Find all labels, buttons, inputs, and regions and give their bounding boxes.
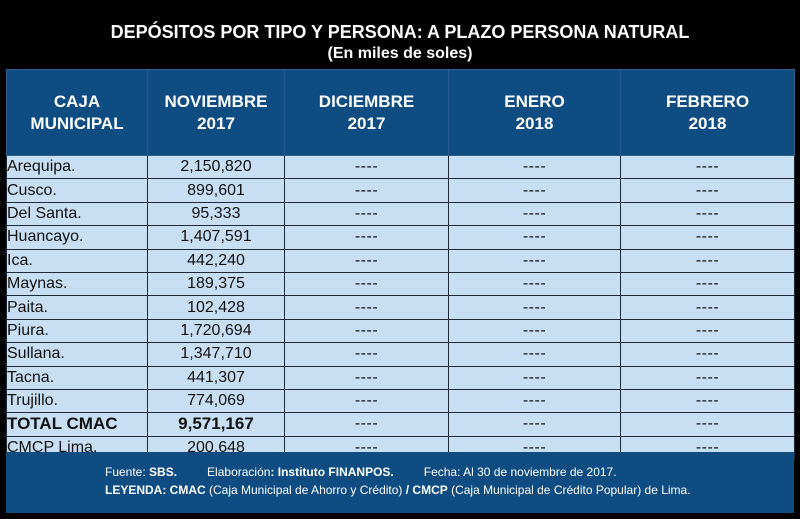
noviembre-value-cell: 442,240: [147, 248, 285, 273]
header-row: CAJA MUNICIPAL NOVIEMBRE 2017 DICIEMBRE 201…: [6, 69, 795, 156]
febrero-value-cell: ----: [620, 271, 795, 297]
enero-value-cell: ----: [448, 388, 621, 414]
deposits-table: CAJA MUNICIPAL NOVIEMBRE 2017 DICIEMBRE 201…: [6, 69, 795, 461]
caja-name-cell: Del Santa.: [6, 201, 148, 227]
enero-value-cell: ----: [448, 295, 621, 320]
title-block: DEPÓSITOS POR TIPO Y PERSONA: A PLAZO PE…: [0, 0, 800, 69]
diciembre-value-cell: ----: [284, 154, 449, 180]
caja-name-cell: Paita.: [6, 295, 148, 320]
footer-source-line: Fuente: SBS. Elaboración: Instituto FINAN…: [105, 464, 617, 481]
enero-value-cell: ----: [448, 201, 621, 227]
caja-name-cell: Huancayo.: [6, 225, 148, 250]
noviembre-value-cell: 774,069: [147, 388, 285, 414]
footer-legend-line: LEYENDA: CMAC (Caja Municipal de Ahorro …: [105, 482, 691, 499]
febrero-value-cell: ----: [620, 201, 795, 227]
febrero-value-cell: ----: [620, 295, 795, 320]
header-caja-municipal: CAJA MUNICIPAL: [6, 69, 148, 156]
fecha-text: Fecha: Al 30 de noviembre de 2017.: [423, 465, 617, 479]
diciembre-value-cell: ----: [284, 201, 449, 227]
enero-value-cell: ----: [448, 178, 621, 203]
diciembre-value-cell: ----: [284, 365, 449, 390]
table-row: Maynas. 189,375 ---- ---- ----: [6, 271, 795, 297]
table-row: Trujillo. 774,069 ---- ---- ----: [6, 388, 795, 414]
enero-value-cell: ----: [448, 225, 621, 250]
elaboracion-value: : Instituto FINANPOS.: [270, 465, 394, 479]
enero-value-cell: ----: [448, 365, 621, 390]
noviembre-value-cell: 95,333: [147, 201, 285, 227]
table-row: Arequipa. 2,150,820 ---- ---- ----: [6, 154, 795, 180]
total-diciembre-cell: ----: [284, 412, 449, 437]
noviembre-value-cell: 1,720,694: [147, 318, 285, 344]
caja-name-cell: Cusco.: [6, 178, 148, 203]
table-row: Piura. 1,720,694 ---- ---- ----: [6, 318, 795, 344]
febrero-value-cell: ----: [620, 225, 795, 250]
footer-notes: Fuente: SBS. Elaboración: Instituto FINAN…: [6, 452, 794, 513]
febrero-value-cell: ----: [620, 154, 795, 180]
noviembre-value-cell: 189,375: [147, 271, 285, 297]
caja-name-cell: Maynas.: [6, 271, 148, 297]
table-row: Del Santa. 95,333 ---- ---- ----: [6, 201, 795, 227]
febrero-value-cell: ----: [620, 248, 795, 273]
header-noviembre-2017: NOVIEMBRE 2017: [147, 69, 285, 156]
caja-name-cell: Piura.: [6, 318, 148, 344]
noviembre-value-cell: 102,428: [147, 295, 285, 320]
total-noviembre-cell: 9,571,167: [147, 412, 285, 437]
total-enero-cell: ----: [448, 412, 621, 437]
diciembre-value-cell: ----: [284, 388, 449, 414]
header-febrero-2018: FEBRERO 2018: [620, 69, 795, 156]
page-subtitle: (En miles de soles): [327, 45, 473, 62]
febrero-value-cell: ----: [620, 365, 795, 390]
table-row: Huancayo. 1,407,591 ---- ---- ----: [6, 225, 795, 250]
noviembre-value-cell: 441,307: [147, 365, 285, 390]
page-title: DEPÓSITOS POR TIPO Y PERSONA: A PLAZO PE…: [110, 22, 690, 42]
diciembre-value-cell: ----: [284, 271, 449, 297]
noviembre-value-cell: 1,347,710: [147, 342, 285, 367]
caja-name-cell: Trujillo.: [6, 388, 148, 414]
table-row: Sullana. 1,347,710 ---- ---- ----: [6, 342, 795, 367]
enero-value-cell: ----: [448, 248, 621, 273]
leyenda-cmac-text: (Caja Municipal de Ahorro y Crédito): [205, 483, 406, 497]
caja-name-cell: Tacna.: [6, 365, 148, 390]
total-row: TOTAL CMAC 9,571,167 ---- ---- ----: [6, 412, 795, 437]
diciembre-value-cell: ----: [284, 342, 449, 367]
caja-name-cell: Arequipa.: [6, 154, 148, 180]
enero-value-cell: ----: [448, 154, 621, 180]
table-row: Paita. 102,428 ---- ---- ----: [6, 295, 795, 320]
caja-name-cell: Sullana.: [6, 342, 148, 367]
leyenda-cmcp-text: (Caja Municipal de Crédito Popular) de L…: [447, 483, 691, 497]
noviembre-value-cell: 2,150,820: [147, 154, 285, 180]
table-row: Cusco. 899,601 ---- ---- ----: [6, 178, 795, 203]
diciembre-value-cell: ----: [284, 318, 449, 344]
enero-value-cell: ----: [448, 342, 621, 367]
diciembre-value-cell: ----: [284, 295, 449, 320]
diciembre-value-cell: ----: [284, 248, 449, 273]
enero-value-cell: ----: [448, 271, 621, 297]
header-enero-2018: ENERO 2018: [448, 69, 621, 156]
febrero-value-cell: ----: [620, 388, 795, 414]
diciembre-value-cell: ----: [284, 178, 449, 203]
diciembre-value-cell: ----: [284, 225, 449, 250]
fuente-value: SBS.: [149, 465, 178, 479]
noviembre-value-cell: 899,601: [147, 178, 285, 203]
noviembre-value-cell: 1,407,591: [147, 225, 285, 250]
elaboracion-label: Elaboración: [207, 465, 271, 479]
leyenda-separator: / CMCP: [405, 483, 448, 497]
leyenda-label: LEYENDA: CMAC: [105, 483, 206, 497]
table-row: Tacna. 441,307 ---- ---- ----: [6, 365, 795, 390]
total-label-cell: TOTAL CMAC: [6, 412, 148, 437]
total-febrero-cell: ----: [620, 412, 795, 437]
enero-value-cell: ----: [448, 318, 621, 344]
febrero-value-cell: ----: [620, 178, 795, 203]
febrero-value-cell: ----: [620, 318, 795, 344]
header-diciembre-2017: DICIEMBRE 2017: [284, 69, 449, 156]
caja-name-cell: Ica.: [6, 248, 148, 273]
febrero-value-cell: ----: [620, 342, 795, 367]
fuente-label: Fuente:: [105, 465, 150, 479]
table-row: Ica. 442,240 ---- ---- ----: [6, 248, 795, 273]
